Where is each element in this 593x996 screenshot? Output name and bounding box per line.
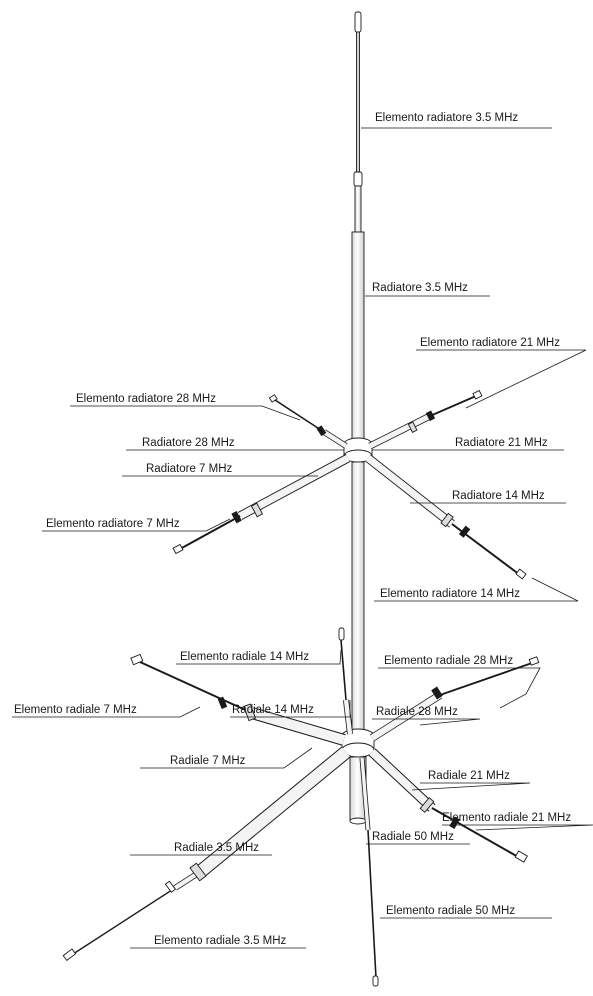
radiator-mid-tube (355, 186, 361, 232)
radiator-14-arm (368, 458, 526, 579)
leader-radiale-21 (412, 783, 530, 790)
label-radiale-28: Radiale 28 MHz (376, 706, 458, 718)
radial-7-arm (131, 654, 344, 740)
radiator-28-arm (269, 395, 346, 446)
whip-tip (355, 12, 361, 32)
label-rad-21: Radiatore 21 MHz (455, 437, 548, 449)
leader-lines (12, 128, 593, 948)
label-radiale-14: Radiale 14 MHz (232, 704, 314, 716)
radial-14-arm (339, 628, 350, 734)
label-rad-35: Radiatore 3.5 MHz (372, 282, 468, 294)
lower-radials (63, 628, 539, 986)
label-rad-14: Radiatore 14 MHz (452, 490, 545, 502)
label-rad-7: Radiatore 7 MHz (146, 463, 233, 475)
label-elem-radiale-50: Elemento radiale 50 MHz (386, 905, 515, 917)
labels: Elemento radiatore 3.5 MHz Radiatore 3.5… (14, 112, 571, 947)
label-elem-rad-28: Elemento radiatore 28 MHz (76, 393, 216, 405)
radial-21-arm (372, 752, 527, 862)
radial-50-arm (362, 758, 378, 986)
label-elem-radiale-28: Elemento radiale 28 MHz (384, 655, 513, 667)
upper-radiators (173, 391, 526, 579)
leader-elem-rad-28 (70, 406, 300, 420)
label-elem-radiale-35: Elemento radiale 3.5 MHz (154, 935, 287, 947)
label-elem-rad-35: Elemento radiatore 3.5 MHz (375, 112, 518, 124)
label-radiale-7: Radiale 7 MHz (170, 755, 246, 767)
label-elem-radiale-14: Elemento radiale 14 MHz (180, 651, 309, 663)
radial-28-arm (372, 657, 539, 738)
label-radiale-50: Radiale 50 MHz (372, 831, 454, 843)
label-radiale-35: Radiale 3.5 MHz (174, 842, 259, 854)
leader-elem-rad-21 (416, 350, 586, 408)
label-rad-28: Radiatore 28 MHz (142, 437, 235, 449)
mast-tube (352, 462, 364, 734)
label-elem-rad-7: Elemento radiatore 7 MHz (46, 518, 180, 530)
radiator-3-5-tube (352, 232, 364, 440)
label-elem-radiale-21: Elemento radiale 21 MHz (442, 812, 571, 824)
label-radiale-21: Radiale 21 MHz (428, 770, 510, 782)
label-elem-rad-14: Elemento radiatore 14 MHz (380, 588, 520, 600)
radial-3-5-arm (63, 752, 346, 960)
whip-clamp (354, 172, 362, 186)
label-elem-radiale-7: Elemento radiale 7 MHz (14, 704, 137, 716)
label-elem-rad-21: Elemento radiatore 21 MHz (420, 337, 560, 349)
